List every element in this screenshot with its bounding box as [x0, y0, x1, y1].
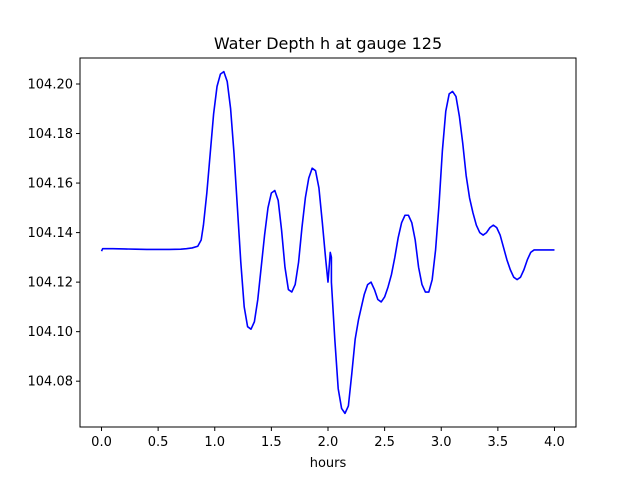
- y-tick-label: 104.14: [28, 226, 74, 241]
- series-line: [100, 70, 555, 415]
- x-tick-label: 2.5: [374, 435, 395, 450]
- x-tick-label: 0.5: [148, 435, 169, 450]
- x-tick-label: 1.5: [261, 435, 282, 450]
- x-tick-label: 0.0: [91, 435, 112, 450]
- x-tick-label: 4.0: [544, 435, 565, 450]
- x-tick-label: 3.0: [431, 435, 452, 450]
- x-tick-label: 2.0: [318, 435, 339, 450]
- x-axis-label: hours: [310, 456, 347, 471]
- y-tick-label: 104.12: [28, 276, 74, 291]
- y-tick-label: 104.20: [28, 78, 74, 93]
- x-axis: 0.0 0.5 1.0 1.5 2.0 2.5 3.0 3.5 4.0: [91, 427, 565, 450]
- chart-title: Water Depth h at gauge 125: [214, 34, 442, 53]
- y-tick-label: 104.08: [28, 375, 74, 390]
- y-tick-label: 104.18: [28, 127, 74, 142]
- y-tick-label: 104.10: [28, 325, 74, 340]
- y-tick-label: 104.16: [28, 177, 74, 192]
- x-tick-label: 3.5: [488, 435, 509, 450]
- y-axis: 104.08 104.10 104.12 104.14 104.16 104.18 104.…: [28, 78, 80, 390]
- x-tick-label: 1.0: [204, 435, 225, 450]
